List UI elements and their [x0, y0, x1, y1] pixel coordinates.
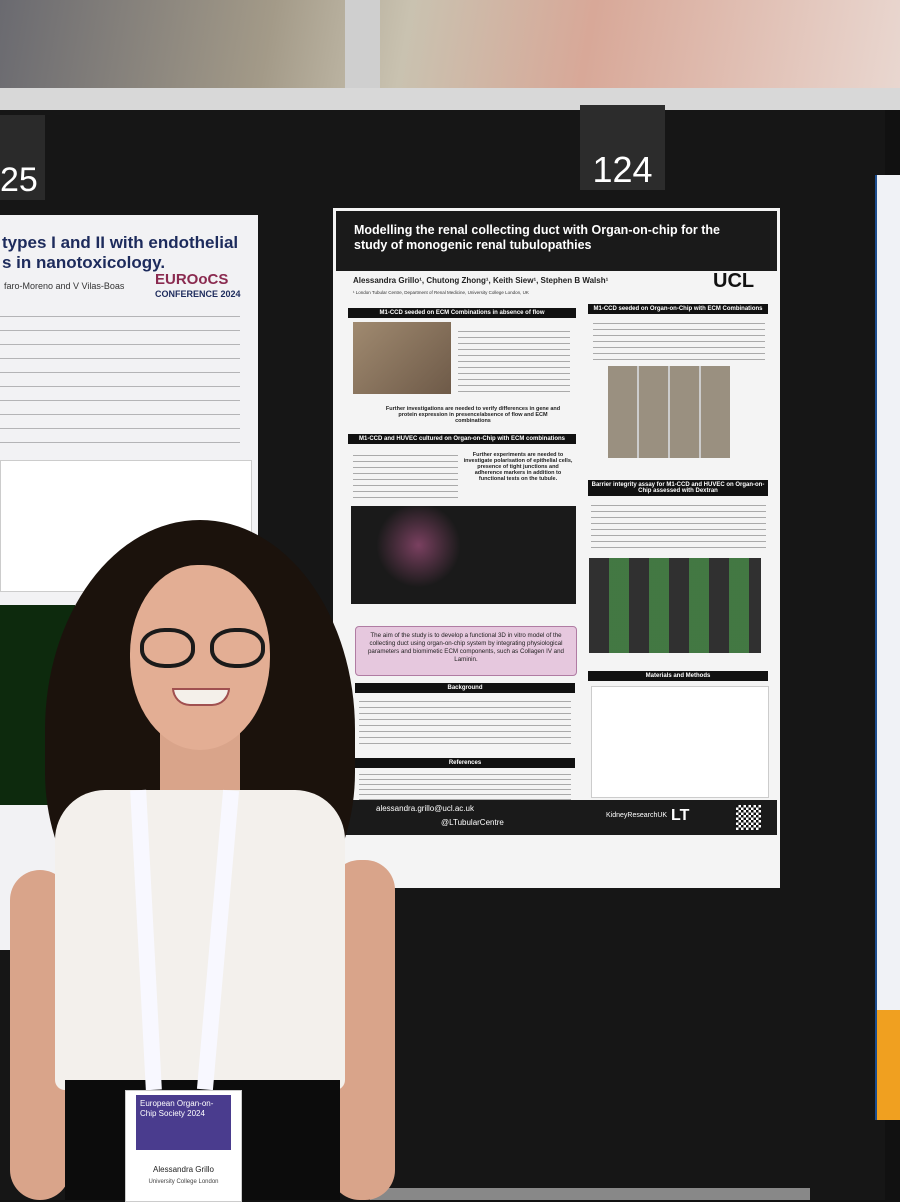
email: alessandra.grillo@ucl.ac.uk — [376, 804, 474, 813]
section-header: M1-CCD seeded on ECM Combinations in abs… — [348, 308, 576, 318]
affiliation: ¹ London Tubular Centre, Department of R… — [353, 290, 529, 295]
authors: Alessandra Grillo¹, Chutong Zhong¹, Keit… — [353, 276, 609, 285]
section-header: M1-CCD and HUVEC cultured on Organ-on-Ch… — [348, 434, 576, 444]
handle: @LTubularCentre — [441, 818, 504, 827]
main-poster: Modelling the renal collecting duct with… — [333, 208, 780, 888]
glasses — [140, 628, 195, 668]
text-block — [0, 310, 240, 450]
yellow-stripe — [877, 1010, 900, 1120]
section-header: M1-CCD seeded on Organ-on-Chip with ECM … — [588, 304, 768, 314]
badge-header: European Organ-on-Chip Society 2024 — [136, 1095, 231, 1150]
text-block — [591, 500, 766, 550]
smile — [172, 688, 230, 706]
number-card: 124 — [580, 105, 665, 190]
figure — [353, 322, 451, 394]
aim-text: The aim of the study is to develop a fun… — [367, 632, 565, 663]
qr-code — [736, 805, 761, 830]
glasses — [210, 628, 265, 668]
callout: Further investigations are needed to ver… — [385, 406, 561, 424]
callout: Further experiments are needed to invest… — [463, 452, 573, 482]
figure — [608, 366, 730, 458]
lt-logo: LT — [671, 807, 690, 824]
logo: UCL — [713, 270, 755, 292]
section-header: Background — [355, 683, 575, 693]
poster-title: types I and II with endothelial s in nan… — [2, 233, 238, 273]
ceiling — [0, 0, 900, 95]
title-bar: Modelling the renal collecting duct with… — [336, 211, 777, 271]
poster-title: Modelling the renal collecting duct with… — [354, 223, 720, 252]
section-header: Materials and Methods — [588, 671, 768, 681]
badge-name: Alessandra Grillo — [153, 1165, 214, 1174]
text-block — [593, 318, 765, 360]
right-poster — [875, 175, 900, 1120]
frame-bar — [0, 88, 900, 110]
pillar — [345, 0, 380, 95]
figure — [591, 686, 769, 798]
floor — [370, 1188, 810, 1200]
section-header: References — [355, 758, 575, 768]
title-line: s in nanotoxicology. — [2, 253, 166, 272]
text-block — [458, 326, 570, 396]
kidney-logo: KidneyResearchUK — [606, 812, 668, 819]
section-header: Barrier integrity assay for M1-CCD and H… — [588, 480, 768, 496]
badge-institution: University College London — [148, 1179, 219, 1185]
footer: alessandra.grillo@ucl.ac.uk @LTubularCen… — [336, 800, 777, 835]
logo-sub: CONFERENCE 2024 — [155, 289, 241, 299]
title-line: types I and II with endothelial — [2, 233, 239, 252]
top — [55, 790, 345, 1090]
text-block — [359, 696, 571, 746]
aim-box: The aim of the study is to develop a fun… — [355, 626, 577, 676]
figure — [589, 558, 761, 653]
text-block — [353, 450, 458, 500]
text-block — [359, 770, 571, 800]
logo: EUROoCS — [155, 271, 229, 288]
number-card: 25 — [0, 115, 45, 200]
badge: European Organ-on-Chip Society 2024 Ales… — [125, 1090, 242, 1202]
authors: faro-Moreno and V Vilas-Boas — [4, 281, 125, 291]
figure — [351, 506, 576, 604]
